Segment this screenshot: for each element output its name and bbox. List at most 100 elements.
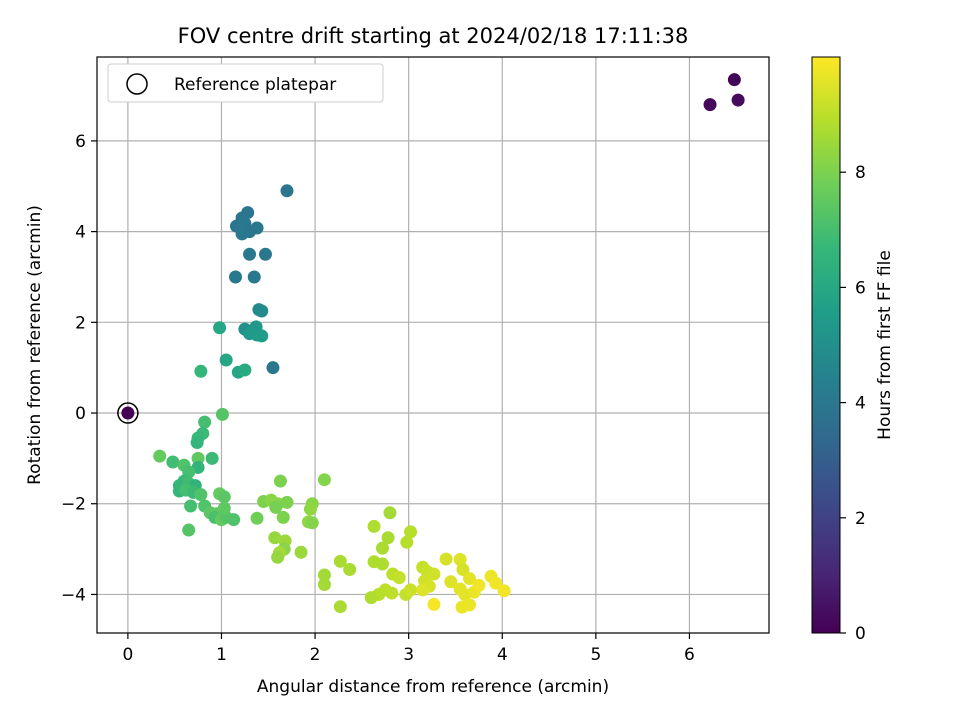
data-point: [238, 363, 252, 377]
colorbar-tick-label: 0: [855, 624, 866, 644]
data-point: [229, 270, 243, 284]
data-point: [305, 516, 319, 530]
reference-marker-group: [117, 402, 139, 424]
data-point: [153, 449, 167, 463]
data-point: [217, 490, 231, 504]
data-point: [444, 575, 458, 589]
y-tick-label: 2: [75, 313, 86, 333]
data-point: [404, 525, 418, 539]
legend-box: [107, 63, 384, 103]
data-point: [255, 329, 269, 343]
legend-reference-marker-icon: [126, 73, 148, 95]
legend-entry-reference-platepar: Reference platepar: [174, 75, 336, 95]
data-point: [303, 502, 317, 516]
data-point: [463, 572, 477, 586]
data-point: [416, 583, 430, 597]
data-point: [166, 455, 180, 469]
y-axis: −4 −2 0 2 4 6: [61, 132, 97, 605]
data-point: [703, 98, 717, 112]
data-point: [258, 247, 272, 261]
y-tick-label: 0: [75, 404, 86, 424]
x-tick-label: 6: [684, 645, 695, 665]
chart-title: FOV centre drift starting at 2024/02/18 …: [178, 24, 689, 48]
data-point: [280, 495, 294, 509]
data-point: [213, 321, 227, 335]
data-point: [456, 563, 470, 577]
data-point: [215, 407, 229, 421]
data-point: [243, 247, 257, 261]
data-point: [364, 591, 378, 605]
data-point: [404, 583, 418, 597]
x-axis: 0 1 2 3 4 5 6: [122, 633, 695, 665]
data-point: [194, 364, 208, 378]
data-point: [400, 535, 414, 549]
colorbar-tick-label: 4: [855, 394, 866, 414]
data-point: [497, 584, 511, 598]
x-tick-label: 3: [403, 645, 414, 665]
colorbar-tick-label: 6: [855, 278, 866, 298]
data-point: [385, 586, 399, 600]
data-point: [269, 500, 283, 514]
data-point: [182, 523, 196, 537]
y-tick-label: 4: [75, 223, 86, 243]
data-point: [427, 597, 441, 611]
data-point: [489, 576, 503, 590]
reference-platepar-marker: [117, 402, 139, 424]
data-point: [472, 578, 486, 592]
reference-point: [121, 406, 135, 420]
y-tick-label: −4: [61, 585, 86, 605]
data-point: [190, 436, 204, 450]
legend: Reference platepar: [107, 63, 384, 103]
data-point: [343, 563, 357, 577]
data-point: [227, 513, 241, 527]
x-tick-label: 4: [497, 645, 508, 665]
data-point: [250, 511, 264, 525]
data-point: [455, 600, 469, 614]
grid-lines: [97, 57, 769, 633]
data-point: [217, 501, 231, 515]
colorbar-ticks: 0 2 4 6 8: [840, 163, 866, 644]
data-point: [381, 531, 395, 545]
data-point: [333, 600, 347, 614]
x-tick-label: 0: [122, 645, 133, 665]
colorbar: 0 2 4 6 8 Hours from first FF file: [811, 56, 895, 644]
y-axis-label: Rotation from reference (arcmin): [25, 205, 45, 485]
data-point: [392, 571, 406, 585]
colorbar-tick-label: 8: [855, 163, 866, 183]
data-point: [333, 554, 347, 568]
colorbar-gradient: [811, 56, 841, 634]
data-point: [219, 353, 233, 367]
data-point: [731, 93, 745, 107]
data-point: [276, 510, 290, 524]
plot-area-frame: [96, 56, 770, 634]
data-point: [247, 270, 261, 284]
data-point: [205, 451, 219, 465]
data-point: [280, 184, 294, 198]
data-point: [375, 541, 389, 555]
data-point: [453, 553, 467, 567]
data-point: [243, 225, 257, 239]
data-point: [184, 499, 198, 513]
x-axis-label: Angular distance from reference (arcmin): [257, 677, 609, 697]
data-point: [383, 506, 397, 520]
data-point: [727, 73, 741, 87]
y-tick-label: −2: [61, 495, 86, 515]
data-point: [273, 474, 287, 488]
x-tick-label: 1: [216, 645, 227, 665]
data-point: [191, 451, 205, 465]
x-tick-label: 5: [590, 645, 601, 665]
data-point: [367, 519, 381, 533]
data-point: [294, 545, 308, 559]
data-point: [268, 531, 282, 545]
data-point: [427, 567, 441, 581]
data-point: [439, 552, 453, 566]
data-point: [194, 488, 208, 502]
colorbar-tick-label: 2: [855, 509, 866, 529]
data-point: [375, 557, 389, 571]
data-point: [266, 361, 280, 375]
data-point: [255, 304, 269, 318]
data-point: [198, 415, 212, 429]
scatter-points: [153, 73, 745, 614]
y-tick-label: 6: [75, 132, 86, 152]
